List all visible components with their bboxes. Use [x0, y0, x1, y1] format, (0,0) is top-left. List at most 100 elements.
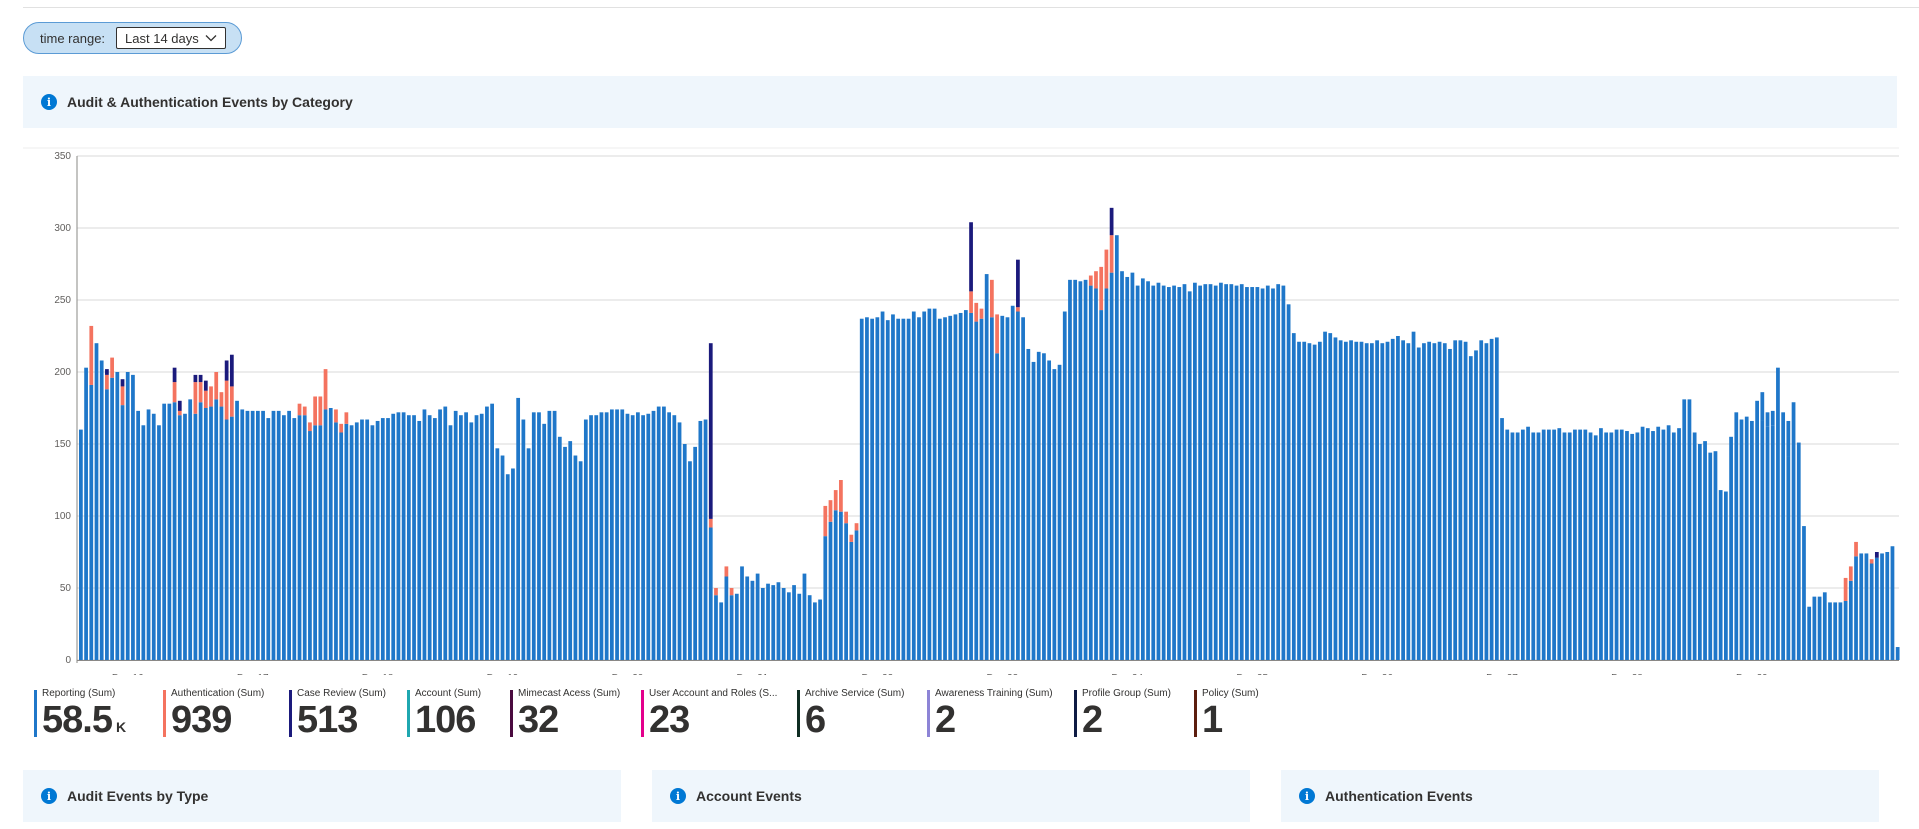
chart-bar-segment	[183, 413, 187, 660]
y-tick-label: 200	[54, 367, 71, 378]
chart-bar-segment	[1682, 399, 1687, 660]
chart-bar-segment	[1869, 563, 1874, 660]
chart-bar-segment	[219, 406, 224, 660]
chart-bar-segment	[1120, 271, 1124, 660]
chart-bar-segment	[1760, 392, 1765, 421]
section-audit-events-title: Audit Events by Type	[67, 788, 209, 804]
chart-bar-segment	[750, 580, 755, 660]
x-tick-label: Dec 17	[237, 673, 269, 675]
info-icon[interactable]: i	[1299, 788, 1315, 804]
time-range-pill: time range: Last 14 days	[23, 22, 242, 54]
chart-bar-segment	[1396, 336, 1400, 660]
chart-bar-segment	[1494, 337, 1499, 660]
chart-bar-segment	[948, 315, 953, 660]
chart-bar-segment	[1474, 350, 1478, 660]
chart-bar-segment	[448, 425, 453, 660]
chart-bar-segment	[604, 412, 609, 660]
chart-bar-segment	[1109, 207, 1114, 236]
chart-bar-segment	[688, 461, 692, 660]
chart-bar-segment	[479, 413, 484, 660]
chart-bar-segment	[1271, 288, 1275, 660]
chart-bar-segment	[1135, 285, 1140, 660]
chart-bar-segment	[630, 415, 635, 660]
chart-bar-segment	[1645, 428, 1650, 660]
chart-bar-segment	[172, 367, 177, 383]
legend-value: 2	[1082, 700, 1106, 747]
chart-bar-segment	[1016, 307, 1020, 312]
chart-bar-segment	[833, 510, 838, 660]
chart-bar-segment	[1843, 577, 1848, 601]
x-tick-label: Dec 18	[362, 673, 394, 675]
chart-bar-segment	[297, 415, 302, 660]
chart-bar-segment	[990, 317, 994, 660]
chart-bar-segment	[1489, 338, 1494, 660]
chart-bar-segment	[1234, 285, 1239, 660]
x-tick-label: Dec 16	[112, 673, 144, 675]
chart-bar-segment	[1697, 444, 1702, 660]
chart-bar-segment	[1484, 343, 1489, 660]
info-icon[interactable]: i	[41, 94, 57, 110]
chart-bar-segment	[594, 415, 599, 660]
chart-bar-segment	[537, 412, 541, 660]
chart-bar-segment	[1874, 552, 1879, 558]
y-tick-label: 300	[54, 223, 71, 234]
chart-bar-segment	[380, 418, 385, 660]
x-tick-label: Dec 21	[737, 673, 769, 675]
x-tick-label: Dec 28	[1611, 673, 1643, 675]
legend-name: User Account and Roles (S...	[649, 688, 778, 699]
chart-bar-segment	[1140, 278, 1145, 660]
chart-bar-segment	[177, 400, 182, 411]
chart-bar-segment	[313, 425, 318, 660]
chart-bar-segment	[1364, 343, 1369, 660]
chart-bar-segment	[318, 396, 323, 426]
chart-bar-segment	[573, 455, 578, 660]
chart-bar-segment	[844, 511, 848, 524]
time-range-dropdown[interactable]: Last 14 days	[116, 27, 227, 49]
chart-bar-segment	[625, 413, 630, 660]
chart-bar-segment	[146, 409, 151, 660]
chart-bar-segment	[833, 490, 838, 511]
chart-bar-segment	[79, 429, 83, 660]
chart-bar-segment	[698, 420, 703, 660]
chart-bar-segment	[1312, 344, 1317, 660]
chart-bar-segment	[1172, 285, 1176, 660]
chart-bar-segment	[792, 585, 796, 660]
chart-bar-segment	[328, 408, 333, 660]
chart-bar-segment	[313, 396, 318, 426]
y-tick-label: 150	[54, 439, 71, 450]
x-tick-label: Dec 25	[1236, 673, 1268, 675]
chart-bar-segment	[984, 274, 989, 660]
chart-bar-segment	[339, 423, 344, 433]
legend-name: Case Review (Sum)	[297, 688, 386, 699]
chart-bar-segment	[1125, 276, 1130, 660]
chart-bar-segment	[1057, 364, 1062, 660]
chart-bar-segment	[1755, 400, 1759, 660]
chart-bar-segment	[1786, 420, 1791, 457]
chart-bar-segment	[1094, 271, 1098, 289]
chart-bar-segment	[1104, 249, 1109, 289]
legend-name: Account (Sum)	[415, 688, 482, 699]
legend-name: Authentication (Sum)	[171, 688, 265, 699]
chart-bar-segment	[682, 444, 687, 660]
chart-bar-segment	[193, 413, 198, 660]
info-icon[interactable]: i	[41, 788, 57, 804]
chart-bar-segment	[354, 422, 359, 660]
chart-bar-segment	[500, 455, 505, 660]
chart-bar-segment	[1109, 272, 1114, 660]
legend-color-bar	[641, 690, 644, 737]
chart-bar-segment	[646, 413, 651, 660]
chart-bar-segment	[849, 541, 854, 660]
legend-value: 1	[1202, 700, 1226, 747]
chart-bar-segment	[1604, 432, 1609, 660]
legend-number: 58.5	[42, 699, 113, 741]
chart-bar-segment	[1265, 285, 1270, 660]
info-icon[interactable]: i	[670, 788, 686, 804]
chart-bar-segment	[672, 415, 677, 660]
chevron-down-icon	[205, 35, 217, 42]
chart-bar-segment	[917, 317, 921, 660]
chart-bar-segment	[1182, 284, 1187, 660]
legend-color-bar	[163, 690, 166, 737]
chart-bar-segment	[1302, 341, 1307, 660]
legend-value: 513	[297, 700, 361, 747]
chart-bar-segment	[1437, 341, 1442, 660]
